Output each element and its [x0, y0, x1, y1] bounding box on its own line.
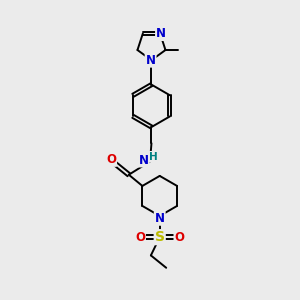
Text: S: S	[155, 230, 165, 244]
Text: O: O	[135, 231, 145, 244]
Text: N: N	[139, 154, 148, 166]
Text: O: O	[174, 231, 184, 244]
Text: N: N	[156, 27, 166, 40]
Text: N: N	[146, 54, 156, 67]
Text: O: O	[106, 153, 116, 166]
Text: H: H	[149, 152, 158, 162]
Text: N: N	[155, 212, 165, 225]
